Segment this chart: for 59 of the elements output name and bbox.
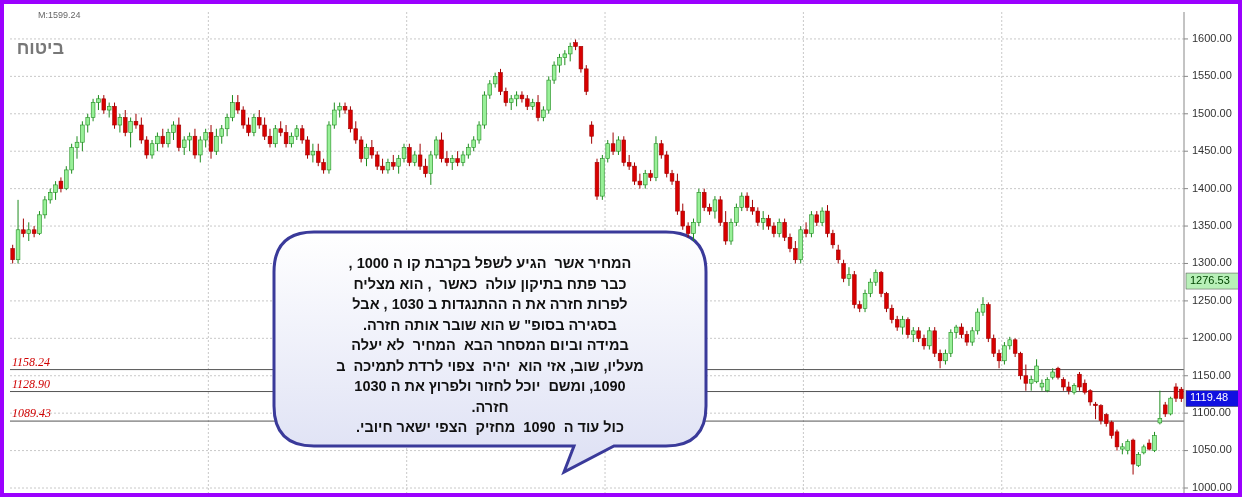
- y-tick-label: 1350.00: [1192, 218, 1232, 231]
- candlestick: [616, 135, 621, 156]
- candlestick: [1157, 390, 1163, 425]
- candlestick: [900, 315, 905, 336]
- candlestick: [128, 117, 133, 148]
- y-tick-label: 1500.00: [1192, 106, 1232, 119]
- candlestick: [10, 244, 15, 264]
- candlestick: [31, 225, 37, 238]
- candlestick: [841, 259, 846, 283]
- y-tick-label: 1300.00: [1192, 256, 1232, 269]
- candlestick: [364, 143, 369, 167]
- candlestick: [310, 143, 316, 163]
- candlestick: [26, 221, 31, 242]
- text: 1119.48: [1190, 391, 1229, 404]
- y-tick-label: 1600.00: [1192, 31, 1232, 44]
- candlestick: [846, 266, 852, 287]
- candlestick: [589, 120, 594, 145]
- text: ביטוח: [16, 38, 64, 58]
- ref-line-label: 1128.90: [12, 376, 51, 391]
- y-tick-label: 1100.00: [1192, 406, 1231, 419]
- y-tick-label: 1200.00: [1192, 331, 1232, 344]
- text: 1276.53: [1190, 273, 1230, 286]
- y-tick-label: 1450.00: [1192, 144, 1232, 157]
- candlestick: [905, 316, 911, 339]
- candlestick: [761, 210, 766, 231]
- y-tick-label: 1050.00: [1192, 443, 1232, 456]
- y-tick-label: 1250.00: [1192, 293, 1232, 306]
- candlestick: [192, 128, 198, 160]
- ref-line-label: 1089.43: [12, 406, 51, 421]
- candlestick: [117, 113, 123, 133]
- candlestick: [101, 94, 106, 115]
- candlestick: [1152, 431, 1157, 453]
- candlestick: [535, 94, 541, 122]
- ref-line-label: 1158.24: [12, 354, 51, 369]
- annotation: M:1599.24: [38, 10, 81, 20]
- candlestick: [176, 117, 182, 152]
- candlestick: [251, 113, 257, 137]
- candlestick: [927, 326, 932, 351]
- candlestick: [777, 218, 782, 238]
- candlestick: [1130, 438, 1136, 476]
- candlestick: [160, 128, 165, 148]
- candlestick: [803, 221, 809, 238]
- y-tick-label: 1400.00: [1192, 181, 1232, 194]
- candlestick: [112, 102, 117, 130]
- candlestick: [643, 169, 648, 190]
- candlestick: [273, 124, 278, 148]
- candlestick: [407, 143, 412, 167]
- candlestick: [819, 206, 825, 227]
- candlestick: [712, 195, 718, 220]
- y-tick-label: 1000.00: [1192, 480, 1232, 493]
- y-tick-label: 1150.00: [1192, 368, 1231, 381]
- candlestick: [610, 132, 616, 156]
- candlestick: [836, 244, 841, 264]
- candlestick: [123, 109, 128, 137]
- candlestick: [809, 210, 814, 238]
- text: המחיר אשר הגיע לשפל בקרבת קו ה 1000 , כבר פתח בתיקון עולה כאשר , הוא מצליח לפרות חזרה את ה ההתנגדות ב 1030 , אבל בסגירה בסופ" ש הוא שובר אותה חזרה. במידה וביום המסחר הבא המחיר לא יעלה מעליו, שוב, אזי הוא יהיה צפוי לרדת לתמיכה ב 1090, ומשם יוכל לחזור ולפרוץ את ה 1030 חזרה. כול עוד ה 1090 מחזיק הצפי ישאר חיובי.: [336, 255, 644, 435]
- candlestick: [21, 218, 26, 238]
- y-tick-label: 1550.00: [1192, 69, 1232, 82]
- candlestick: [208, 124, 214, 160]
